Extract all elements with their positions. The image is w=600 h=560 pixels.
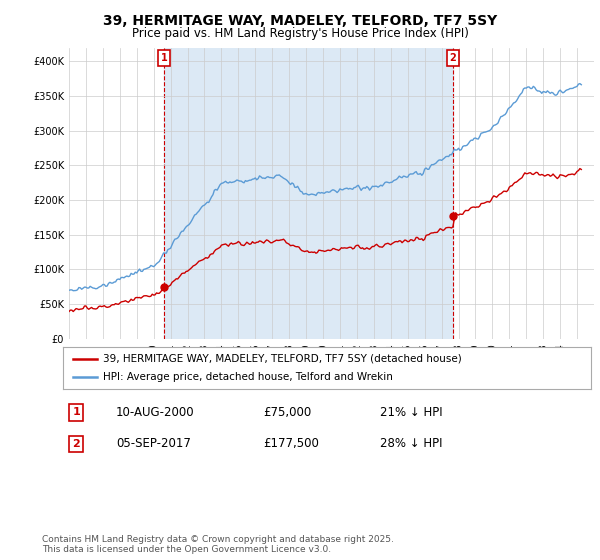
Text: Price paid vs. HM Land Registry's House Price Index (HPI): Price paid vs. HM Land Registry's House … — [131, 27, 469, 40]
Text: 05-SEP-2017: 05-SEP-2017 — [116, 437, 191, 450]
Text: 1: 1 — [73, 408, 80, 417]
Bar — [164, 48, 453, 339]
Text: HPI: Average price, detached house, Telford and Wrekin: HPI: Average price, detached house, Telf… — [103, 372, 392, 382]
Text: 2: 2 — [73, 439, 80, 449]
Text: £177,500: £177,500 — [263, 437, 320, 450]
Text: £75,000: £75,000 — [263, 406, 312, 419]
Text: 10-AUG-2000: 10-AUG-2000 — [116, 406, 194, 419]
Text: 21% ↓ HPI: 21% ↓ HPI — [380, 406, 442, 419]
Text: 28% ↓ HPI: 28% ↓ HPI — [380, 437, 442, 450]
Text: 1: 1 — [161, 53, 167, 63]
Text: 39, HERMITAGE WAY, MADELEY, TELFORD, TF7 5SY (detached house): 39, HERMITAGE WAY, MADELEY, TELFORD, TF7… — [103, 354, 461, 364]
Text: 2: 2 — [449, 53, 457, 63]
Text: 39, HERMITAGE WAY, MADELEY, TELFORD, TF7 5SY: 39, HERMITAGE WAY, MADELEY, TELFORD, TF7… — [103, 14, 497, 28]
Text: Contains HM Land Registry data © Crown copyright and database right 2025.
This d: Contains HM Land Registry data © Crown c… — [42, 535, 394, 554]
